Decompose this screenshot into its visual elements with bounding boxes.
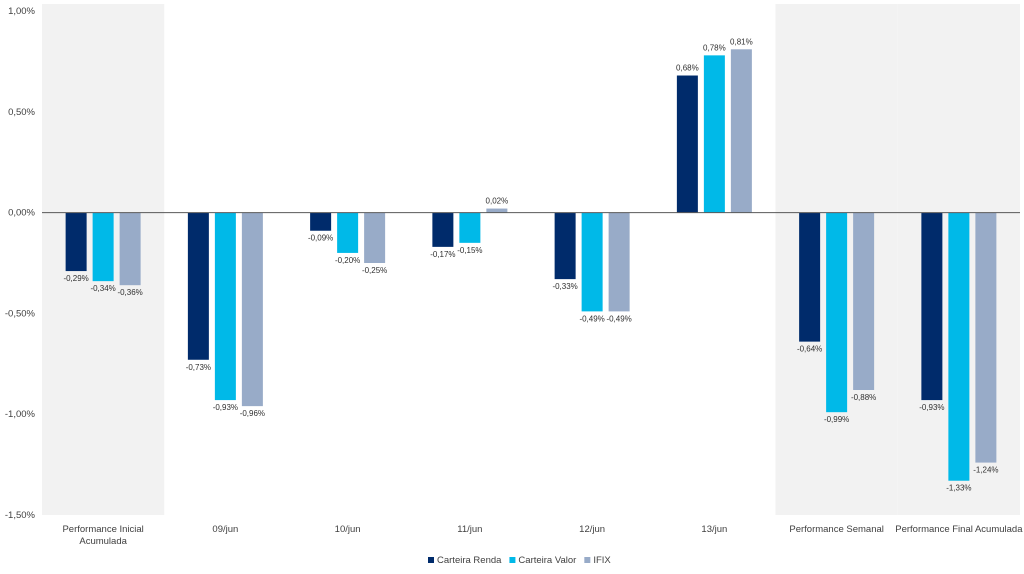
data-label: -0,36% (117, 288, 142, 297)
bar (214, 212, 236, 401)
bar (581, 212, 603, 312)
bar (799, 212, 821, 342)
category-label: Acumulada (79, 536, 127, 547)
data-label: -0,17% (430, 250, 455, 259)
bar (337, 212, 359, 253)
data-label: -0,64% (797, 345, 822, 354)
data-label: -1,33% (946, 484, 971, 493)
data-label: -0,15% (457, 246, 482, 255)
data-label: -0,99% (824, 415, 849, 424)
legend: Carteira Renda Carteira Valor IFIX (428, 555, 611, 566)
y-axis: 1,00% 0,50% 0,00% -0,50% -1,00% -1,50% (5, 6, 36, 521)
category-label: Performance Final Acumulada (895, 524, 1023, 535)
bar (703, 55, 725, 213)
y-tick-label: -0,50% (5, 308, 36, 319)
data-label: -0,25% (362, 266, 387, 275)
bar (119, 212, 141, 286)
category-label: 13/jun (701, 524, 727, 535)
data-label: -0,96% (240, 409, 265, 418)
y-tick-label: -1,50% (5, 510, 36, 521)
category-label: 09/jun (212, 524, 238, 535)
category-label: Performance Semanal (789, 524, 884, 535)
bar (608, 212, 630, 312)
bar (486, 208, 508, 213)
y-tick-label: 1,00% (8, 6, 35, 17)
data-label: -0,93% (213, 403, 238, 412)
data-label: -0,73% (186, 363, 211, 372)
bar (241, 212, 263, 407)
data-label: -0,88% (851, 393, 876, 402)
legend-swatch (509, 557, 516, 563)
bar (432, 212, 454, 247)
category-label: 12/jun (579, 524, 605, 535)
legend-swatch (428, 557, 434, 563)
bar (459, 212, 481, 243)
bar (730, 49, 752, 213)
bar (921, 212, 943, 401)
bar (364, 212, 386, 263)
data-label: 0,02% (486, 197, 509, 206)
bar (853, 212, 875, 391)
bar (554, 212, 576, 280)
data-label: -0,49% (579, 314, 604, 323)
data-label: -1,24% (973, 466, 998, 475)
data-label: -0,33% (552, 282, 577, 291)
legend-label: IFIX (593, 555, 611, 566)
y-tick-label: 0,50% (8, 107, 35, 118)
y-tick-label: 0,00% (8, 208, 35, 219)
data-label: -0,29% (63, 274, 88, 283)
category-label: 10/jun (335, 524, 361, 535)
legend-swatch (584, 557, 591, 563)
bar (92, 212, 114, 282)
bar (975, 212, 997, 463)
bar (826, 212, 848, 413)
data-label: -0,93% (919, 403, 944, 412)
data-label: -0,49% (606, 314, 631, 323)
data-label: -0,09% (308, 234, 333, 243)
category-label: 11/jun (457, 524, 482, 535)
legend-label: Carteira Renda (437, 555, 502, 566)
y-tick-label: -1,00% (5, 409, 36, 420)
bars (65, 49, 997, 481)
bar (65, 212, 87, 272)
bar (310, 212, 332, 231)
data-label: -0,34% (90, 284, 115, 293)
data-label: 0,78% (703, 43, 726, 52)
legend-label: Carteira Valor (518, 555, 576, 566)
bar (187, 212, 209, 360)
data-labels: -0,29% -0,73% -0,09% -0,17% -0,33% 0,68% -0,64… (63, 37, 998, 492)
data-label: 0,68% (676, 64, 699, 73)
category-label: Performance Inicial (62, 524, 143, 535)
data-label: -0,20% (335, 256, 360, 265)
data-label: 0,81% (730, 37, 753, 46)
bar (948, 212, 970, 481)
bar (676, 75, 698, 213)
